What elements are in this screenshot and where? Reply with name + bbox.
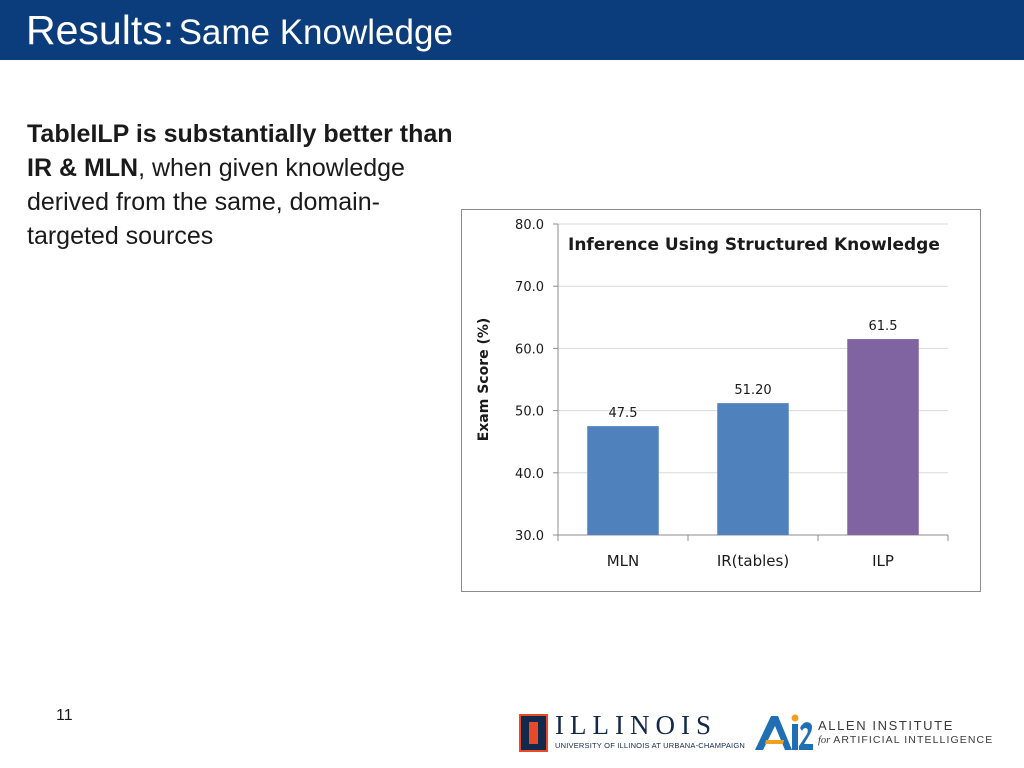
ai2-name-line1: ALLEN INSTITUTE (818, 718, 954, 733)
page-number: 11 (56, 707, 73, 724)
y-tick-label: 70.0 (515, 280, 544, 295)
illinois-wordmark: ILLINOIS (555, 710, 717, 740)
header-bar: Results: Same Knowledge (0, 0, 1024, 60)
y-tick-label: 50.0 (515, 405, 544, 420)
x-category-label: MLN (607, 552, 640, 570)
data-label: 47.5 (609, 406, 638, 421)
body-paragraph: TableILP is substantially better than IR… (27, 117, 457, 253)
bar-ir-tables (717, 403, 789, 535)
y-tick-label: 80.0 (515, 218, 544, 233)
slide-title-sub: Same Knowledge (178, 13, 453, 52)
bar-ilp (847, 339, 919, 535)
ai2-for-text: for (818, 735, 831, 746)
bar-mln (587, 426, 659, 535)
x-category-label: IR(tables) (717, 552, 789, 570)
y-tick-label: 60.0 (515, 342, 544, 357)
body-normal-text: , when given knowledge derived from the … (27, 154, 405, 250)
y-tick-label: 40.0 (515, 467, 544, 482)
ai2-logo: ALLEN INSTITUTE for ARTIFICIAL INTELLIGEN… (752, 710, 992, 755)
y-axis-title: Exam Score (%) (476, 318, 492, 442)
data-label: 51.20 (734, 383, 771, 398)
illinois-logo: ILLINOIS UNIVERSITY OF ILLINOIS AT URBAN… (519, 710, 745, 754)
ai2-line2-text: ARTIFICIAL INTELLIGENCE (833, 734, 994, 746)
x-category-label: ILP (872, 552, 894, 570)
bar-chart: 30.0 40.0 50.0 60.0 70.0 80.0 47.5 MLN 51.20 IR(t… (476, 218, 949, 570)
chart-title: Inference Using Structured Knowledge (568, 235, 940, 255)
illinois-subtitle: UNIVERSITY OF ILLINOIS AT URBANA-CHAMPAI… (555, 741, 745, 750)
chart-frame: 30.0 40.0 50.0 60.0 70.0 80.0 47.5 MLN 51.20 IR(t… (461, 209, 981, 592)
illinois-block-i-icon (519, 714, 548, 752)
ai2-name-line2: for ARTIFICIAL INTELLIGENCE (818, 734, 993, 746)
slide-title-main: Results: (26, 7, 175, 53)
body-bold-text: TableILP is substantially better than IR… (27, 120, 453, 182)
y-tick-label: 30.0 (515, 529, 544, 544)
data-label: 61.5 (869, 319, 898, 334)
ai2-mark-icon (755, 714, 813, 750)
slide-title: Results: Same Knowledge (26, 7, 453, 54)
